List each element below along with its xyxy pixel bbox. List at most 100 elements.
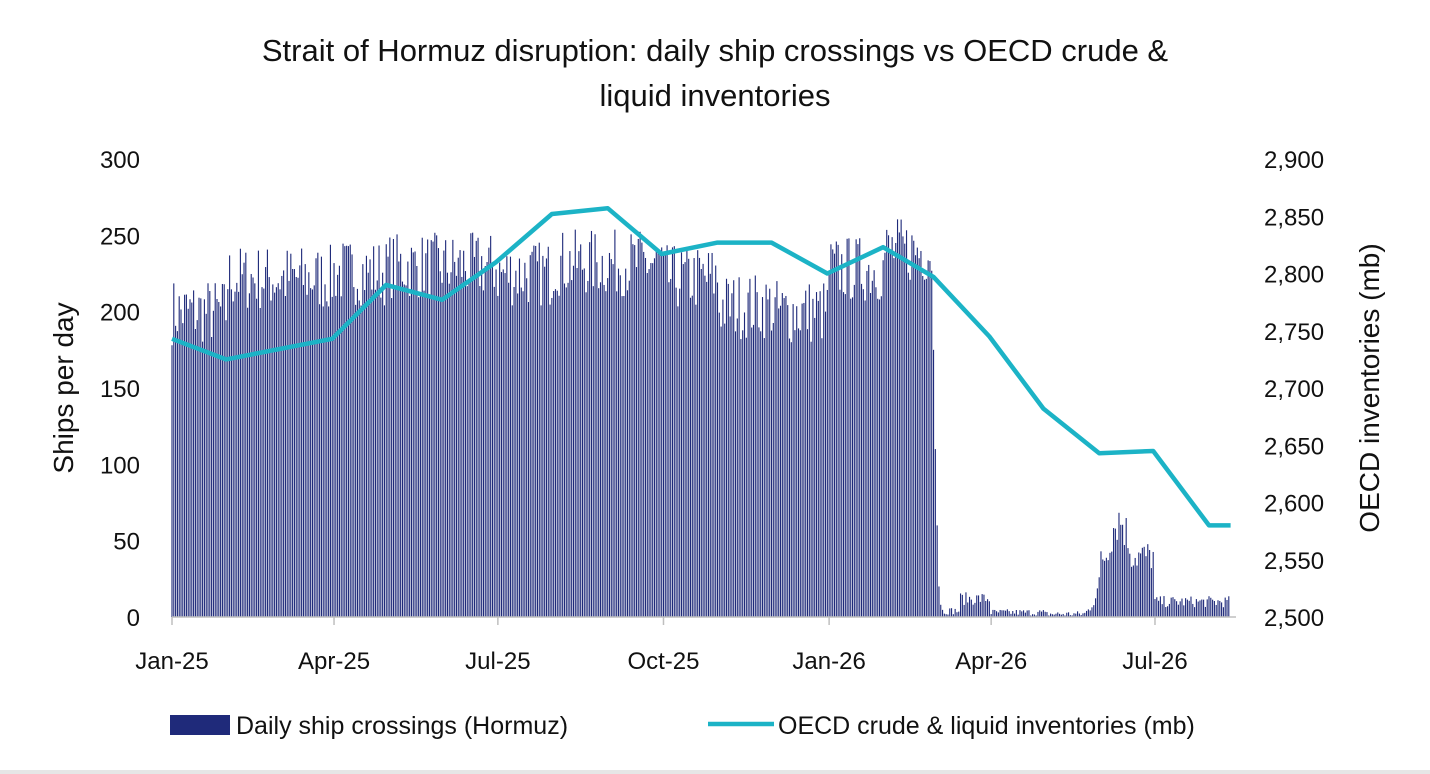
x-tick-label: Jan-26 xyxy=(792,648,865,675)
ship-crossings-bar xyxy=(450,272,452,617)
ship-crossings-bar xyxy=(524,262,526,617)
bottom-strip xyxy=(0,770,1430,774)
ship-crossings-bar xyxy=(702,263,704,617)
ship-crossings-bar xyxy=(306,294,308,617)
ship-crossings-bar xyxy=(481,256,483,617)
ship-crossings-bar xyxy=(1086,610,1088,617)
ship-crossings-bar xyxy=(513,287,515,617)
ship-crossings-bar xyxy=(961,594,963,617)
ship-crossings-bar xyxy=(1069,615,1071,617)
ship-crossings-bar xyxy=(1062,613,1064,617)
ship-crossings-bar xyxy=(1093,605,1095,617)
ship-crossings-bar xyxy=(1156,597,1158,617)
ship-crossings-bar xyxy=(346,245,348,618)
ship-crossings-bar xyxy=(284,296,286,617)
ship-crossings-bar xyxy=(509,256,512,617)
ship-crossings-bar xyxy=(214,283,216,617)
ship-crossings-bar xyxy=(868,264,870,617)
ship-crossings-bar xyxy=(311,289,313,617)
ship-crossings-bar xyxy=(1210,597,1212,617)
ship-crossings-bar xyxy=(585,292,587,617)
ship-crossings-bar xyxy=(1154,599,1156,617)
ship-crossings-bar xyxy=(869,293,872,617)
ship-crossings-bar xyxy=(1215,604,1217,617)
ship-crossings-bar xyxy=(205,313,207,617)
ship-crossings-bar xyxy=(941,609,944,617)
ship-crossings-bar xyxy=(1188,600,1190,617)
ship-crossings-bar xyxy=(740,339,742,617)
ship-crossings-bar xyxy=(1168,603,1170,617)
ship-crossings-bar xyxy=(432,241,434,617)
ship-crossings-bar xyxy=(972,604,974,617)
ship-crossings-bar xyxy=(770,330,773,617)
ship-crossings-bar xyxy=(1028,610,1030,617)
ship-crossings-bar xyxy=(659,253,661,617)
ship-crossings-bar xyxy=(234,291,236,617)
ship-crossings-bar xyxy=(896,219,899,617)
ship-crossings-bar xyxy=(283,270,285,617)
ship-crossings-bar xyxy=(736,318,738,617)
inventories-line-layer xyxy=(171,205,1231,528)
ship-crossings-bar xyxy=(745,337,747,617)
ship-crossings-bar xyxy=(823,283,825,617)
x-tick-label: Oct-25 xyxy=(627,648,699,675)
ship-crossings-bar xyxy=(173,283,175,617)
ship-crossings-bar xyxy=(572,265,575,617)
ship-crossings-bar xyxy=(270,300,272,617)
ship-crossings-bar xyxy=(724,323,726,617)
ship-crossings-bar xyxy=(733,280,735,617)
ship-crossings-bar xyxy=(855,239,857,617)
ship-crossings-bar xyxy=(1208,596,1210,617)
ship-crossings-bars xyxy=(171,219,1230,618)
ship-crossings-bar xyxy=(1161,604,1163,617)
ship-crossings-bar xyxy=(337,274,339,617)
ship-crossings-bar xyxy=(364,290,366,617)
ship-crossings-bar xyxy=(949,608,951,617)
ship-crossings-bar xyxy=(392,238,394,618)
ship-crossings-bar xyxy=(880,296,882,617)
ship-crossings-bar xyxy=(913,240,915,618)
ship-crossings-bar xyxy=(520,287,522,617)
ship-crossings-bar xyxy=(261,287,263,617)
ship-crossings-bar xyxy=(987,599,989,617)
ship-crossings-bar xyxy=(439,271,441,617)
ship-crossings-bar xyxy=(1033,614,1035,617)
ship-crossings-bar xyxy=(448,283,450,617)
left-tick-label: 200 xyxy=(100,300,140,327)
ship-crossings-bar xyxy=(290,253,292,617)
left-tick-label: 300 xyxy=(100,147,140,174)
ship-crossings-bar xyxy=(445,240,447,617)
ship-crossings-bar xyxy=(1035,615,1037,617)
left-axis-title: Ships per day xyxy=(48,302,79,473)
ship-crossings-bar xyxy=(463,250,465,618)
ship-crossings-bar xyxy=(1084,612,1086,617)
ship-crossings-bar xyxy=(414,251,416,618)
ship-crossings-bar xyxy=(1163,596,1165,617)
ship-crossings-bar xyxy=(540,305,542,617)
ship-crossings-bar xyxy=(720,326,722,617)
ship-crossings-bar xyxy=(952,614,954,617)
right-tick-label: 2,500 xyxy=(1264,605,1324,632)
ship-crossings-bar xyxy=(810,341,812,617)
ship-crossings-bar xyxy=(1003,610,1005,617)
ship-crossings-bar xyxy=(632,244,634,617)
ship-crossings-bar xyxy=(670,278,672,617)
ship-crossings-bar xyxy=(391,298,393,617)
ship-crossings-bar xyxy=(686,247,688,617)
ship-crossings-bar xyxy=(1008,611,1010,617)
ship-crossings-bar xyxy=(220,306,222,617)
ship-crossings-bar xyxy=(1186,599,1188,617)
ship-crossings-bar xyxy=(286,250,288,617)
ship-crossings-bar xyxy=(279,289,281,617)
ship-crossings-bar xyxy=(617,268,620,617)
ship-crossings-bar xyxy=(781,293,783,617)
ship-crossings-bar xyxy=(500,272,503,617)
ship-crossings-bar xyxy=(313,285,315,617)
ship-crossings-bar xyxy=(873,270,875,617)
ship-crossings-bar xyxy=(749,278,751,617)
ship-crossings-bar xyxy=(1197,601,1199,617)
ship-crossings-bar xyxy=(907,272,909,617)
ship-crossings-bar xyxy=(1059,613,1061,617)
ship-crossings-bar xyxy=(918,258,920,617)
ship-crossings-bar xyxy=(1141,547,1143,617)
